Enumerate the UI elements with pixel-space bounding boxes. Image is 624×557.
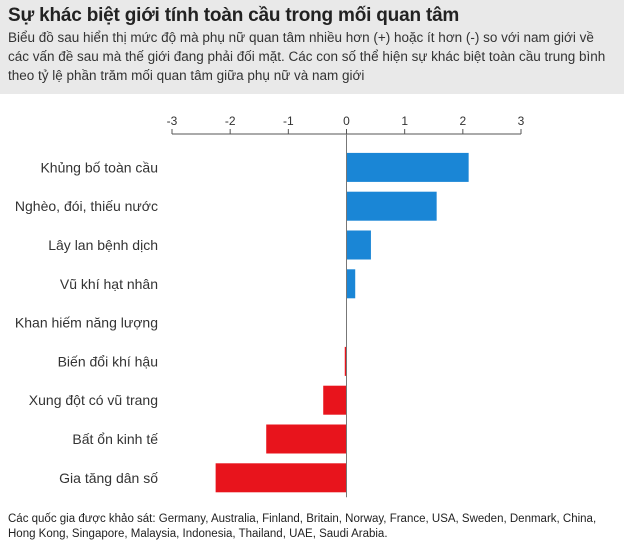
category-label: Vũ khí hạt nhân (60, 276, 158, 292)
x-tick-label: -2 (225, 114, 236, 128)
chart-footnote: Các quốc gia được khảo sát: Germany, Aus… (8, 513, 597, 540)
x-tick-label: 3 (518, 114, 525, 128)
bar (346, 230, 371, 260)
bar (215, 463, 347, 493)
bar (346, 269, 356, 299)
chart-subtitle: Biểu đồ sau hiển thị mức độ mà phụ nữ qu… (8, 30, 606, 83)
bar (323, 385, 347, 415)
x-tick-label: -1 (283, 114, 294, 128)
x-tick-label: 2 (459, 114, 466, 128)
category-label: Xung đột có vũ trang (29, 392, 158, 408)
bar (344, 346, 347, 376)
category-label: Khủng bố toàn cầu (40, 159, 158, 175)
category-label: Lây lan bệnh dịch (48, 237, 158, 253)
x-tick-label: 0 (343, 114, 350, 128)
bar-chart: -3 -2 -1 0 1 2 3 Khủng bố toàn cầu Nghèo, đói, t… (15, 114, 525, 498)
bar (346, 191, 437, 221)
category-label: Biến đổi khí hậu (58, 353, 158, 369)
category-label: Khan hiếm năng lượng (15, 315, 158, 331)
bar (346, 152, 469, 182)
x-tick-label: 1 (401, 114, 408, 128)
bar (266, 424, 347, 454)
category-label: Nghèo, đói, thiếu nước (15, 198, 158, 214)
category-label: Bất ổn kinh tế (72, 431, 158, 447)
x-tick-label: -3 (167, 114, 178, 128)
chart-header: Sự khác biệt giới tính toàn cầu trong mố… (0, 0, 624, 94)
category-label: Gia tăng dân số (59, 470, 158, 486)
chart-title: Sự khác biệt giới tính toàn cầu trong mố… (8, 5, 460, 26)
